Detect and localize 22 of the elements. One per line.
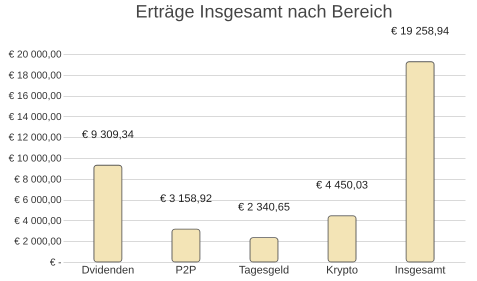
data-label: € 2 340,65 [238, 202, 290, 214]
y-tick-label: € 6 000,00 [14, 195, 62, 206]
data-label: € 19 258,94 [391, 26, 450, 38]
y-tick-label: € 8 000,00 [14, 174, 62, 186]
data-label: € 3 158,92 [160, 193, 212, 206]
data-label: € 9 309,34 [82, 129, 134, 142]
y-tick-label: € 16 000,00 [8, 91, 62, 102]
y-tick-label: € 18 000,00 [8, 70, 62, 82]
y-tick-label: € 12 000,00 [8, 132, 62, 144]
y-tick-label: € 20 000,00 [8, 50, 62, 60]
y-tick-label: € 4 000,00 [14, 216, 62, 227]
x-tick-label: Insgesamt [394, 264, 446, 276]
x-tick-label: Dvidenden [82, 264, 134, 276]
chart-title: Erträge Insgesamt nach Bereich [135, 2, 393, 22]
y-tick-label: € 2 000,00 [14, 236, 62, 248]
y-tick-label: € 10 000,00 [8, 154, 62, 164]
y-tick-label: € 14 000,00 [8, 112, 62, 123]
data-label: € 4 450,03 [316, 180, 368, 192]
y-tick-label: € - [50, 258, 62, 268]
x-tick-label: Tagesgeld [238, 264, 290, 276]
x-tick-label: P2P [176, 264, 196, 276]
x-tick-label: Krypto [326, 264, 358, 276]
